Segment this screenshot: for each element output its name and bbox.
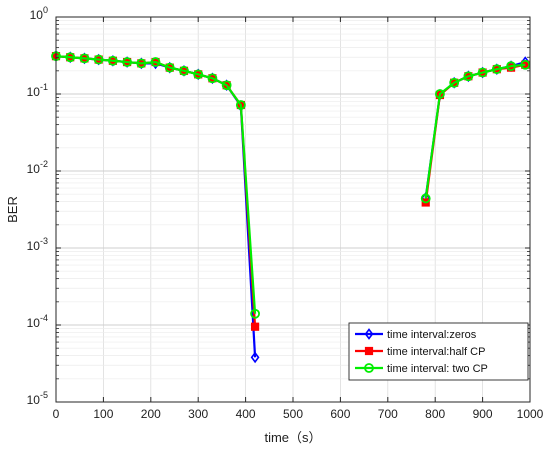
x-axis-title: time（s）: [264, 430, 321, 445]
series-2: [51, 51, 531, 319]
data-point: [235, 100, 246, 110]
data-point: [477, 67, 488, 78]
data-point: [150, 57, 161, 67]
data-point: [435, 89, 445, 99]
series-layer: [51, 50, 531, 364]
data-point: [491, 64, 502, 75]
x-tick-label: 700: [378, 407, 398, 421]
legend-label: time interval:half CP: [387, 346, 485, 358]
y-tick-label: 100: [30, 5, 48, 22]
data-point: [122, 57, 132, 67]
y-tick-label: 10-2: [27, 159, 48, 176]
data-point: [93, 54, 104, 65]
data-point: [449, 77, 460, 88]
x-tick-label: 600: [330, 407, 350, 421]
data-point: [136, 58, 147, 69]
data-point: [164, 62, 175, 73]
x-tick-label: 100: [93, 407, 113, 421]
data-point: [463, 71, 474, 82]
tick-layer: 0 100 200 300 400 500 600 700 800 900 1000 10-5 10-4…: [27, 5, 544, 421]
x-tick-label: 500: [283, 407, 303, 421]
legend: time interval:zeros time interval:half CP…: [348, 322, 529, 381]
y-tick-label: 10-4: [27, 313, 48, 330]
legend-label: time interval: two CP: [387, 363, 488, 375]
x-tick-label: 1000: [517, 407, 544, 421]
x-tick-label: 0: [53, 407, 60, 421]
legend-label: time interval:zeros: [387, 329, 477, 341]
series-line: [424, 63, 526, 199]
data-point: [79, 53, 90, 64]
data-point: [193, 69, 204, 80]
legend-marker: [364, 363, 374, 373]
x-tick-label: 300: [188, 407, 208, 421]
data-point: [250, 322, 260, 331]
data-point: [221, 80, 232, 91]
x-tick-label: 200: [141, 407, 161, 421]
legend-marker: [364, 346, 374, 356]
x-tick-label: 400: [236, 407, 256, 421]
data-point: [179, 65, 189, 76]
data-point: [250, 308, 260, 319]
y-axis-title: BER: [5, 196, 20, 223]
data-point: [420, 193, 431, 204]
y-tick-label: 10-1: [27, 82, 48, 99]
data-point: [250, 351, 260, 364]
data-point: [107, 55, 118, 66]
data-point: [65, 52, 76, 63]
x-tick-label: 800: [425, 407, 445, 421]
y-tick-label: 10-5: [27, 390, 48, 407]
legend-marker: [364, 328, 374, 340]
data-point: [520, 59, 531, 70]
y-tick-label: 10-3: [27, 236, 48, 253]
data-point: [207, 73, 218, 84]
data-point: [506, 61, 516, 72]
x-tick-label: 900: [473, 407, 493, 421]
